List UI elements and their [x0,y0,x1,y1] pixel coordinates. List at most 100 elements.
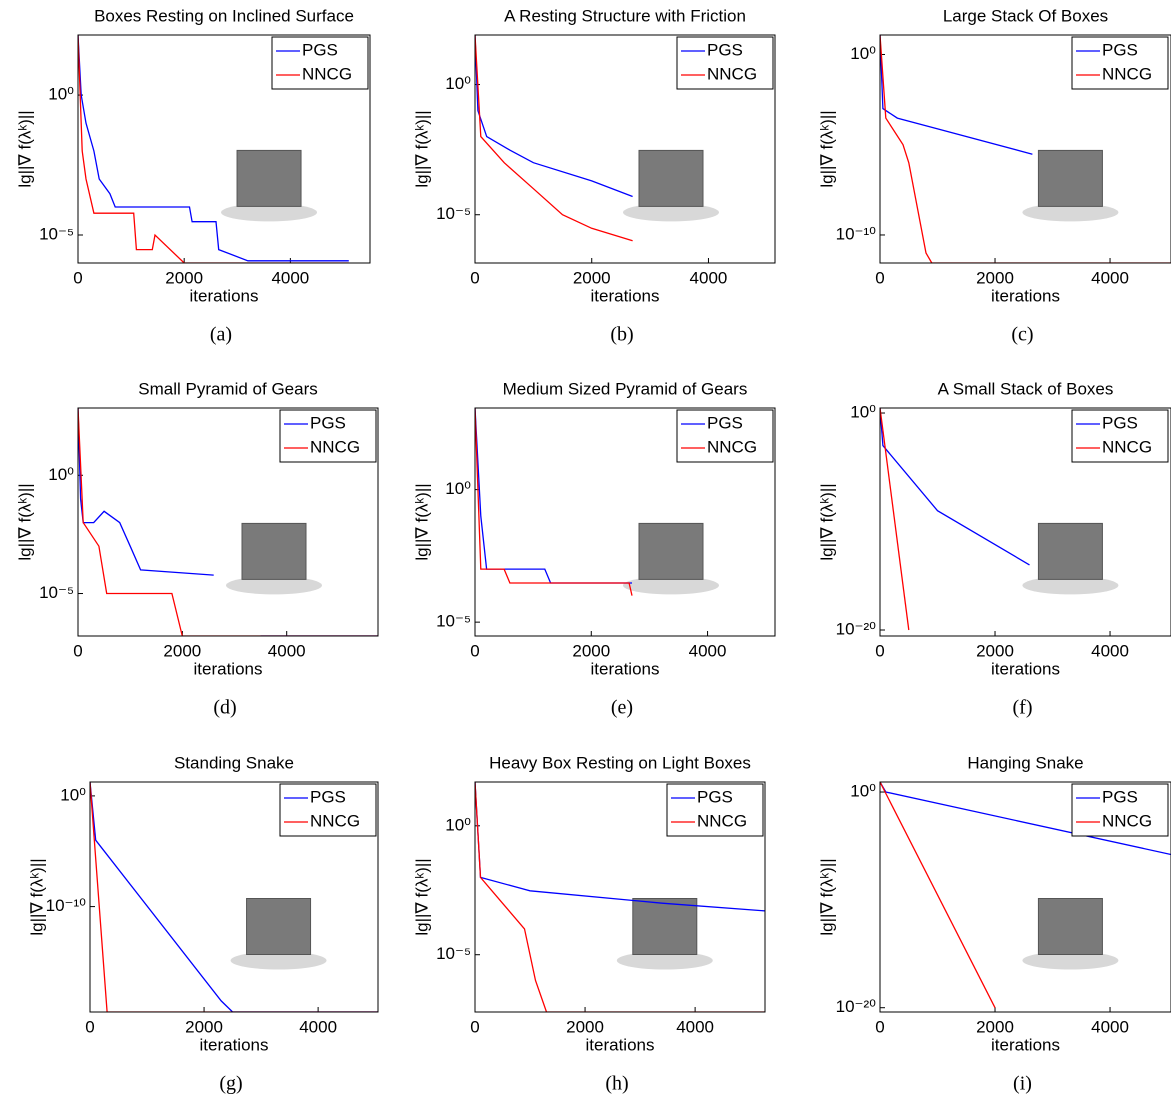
subplot: Large Stack Of Boxes iterations lg||∇ f(λᵏ… [817,6,1171,346]
axes-frame [77,407,379,637]
inset-shadow [623,203,719,222]
inset-shadow [1022,203,1119,222]
subplot: Medium Sized Pyramid of Gears iterations l… [412,379,776,719]
y-tick-label: 10⁰ [445,479,471,498]
x-tick-label: 0 [875,268,884,287]
x-tick-label: 0 [875,1017,884,1036]
legend-label: PGS [1102,40,1138,59]
legend-label: PGS [310,787,346,806]
x-tick-label: 2000 [976,1017,1014,1036]
x-tick-label: 4000 [1091,641,1129,660]
legend-box [271,36,369,90]
axes-frame [879,781,1171,1013]
x-axis-label: iterations [991,1035,1060,1054]
legend-label: NNCG [707,437,757,456]
x-tick-label: 0 [85,1017,94,1036]
x-tick-label: 4000 [268,641,306,660]
caption: (i) [1013,1073,1032,1095]
x-tick-label: 2000 [163,641,201,660]
caption: (d) [213,697,236,719]
y-axis-label: lg||∇ f(λᵏ)|| [412,483,431,560]
x-axis-label: iterations [190,286,259,305]
caption: (f) [1013,697,1033,719]
legend-label: PGS [707,40,743,59]
inset-shadow [1022,576,1119,595]
caption: (a) [210,324,232,346]
y-tick-label: 10⁻⁵ [39,583,74,602]
legend-label: PGS [310,413,346,432]
x-tick-label: 2000 [165,268,203,287]
inset-object [1037,522,1103,580]
inset-shadow [623,576,719,595]
y-tick-label: 10⁰ [445,74,471,93]
legend-label: NNCG [302,64,352,83]
subplot: A Resting Structure with Friction iterati… [412,6,776,346]
y-tick-label: 10⁻⁵ [436,944,471,963]
chart-title: Large Stack Of Boxes [943,6,1108,25]
inset-shadow [1022,951,1119,970]
x-tick-label: 2000 [976,268,1014,287]
legend-label: PGS [697,787,733,806]
legend-box [1071,36,1169,90]
x-tick-label: 4000 [690,268,728,287]
chart-title: A Resting Structure with Friction [504,6,746,25]
caption: (b) [610,324,633,346]
series-line [90,782,378,1012]
x-tick-label: 2000 [566,1017,604,1036]
inset-shadow [230,951,327,970]
series-line [880,35,1171,263]
y-axis-label: lg||∇ f(λᵏ)|| [27,858,46,935]
y-tick-label: 10⁻²⁰ [836,619,877,638]
chart-title: Boxes Resting on Inclined Surface [94,6,354,25]
series-line [880,782,996,1008]
y-tick-label: 10⁻⁵ [436,612,471,631]
x-tick-label: 0 [470,268,479,287]
y-axis-label: lg||∇ f(λᵏ)|| [817,110,836,187]
subplot: Boxes Resting on Inclined Surface iterati… [15,6,371,346]
axes-frame [879,407,1171,637]
inset-object [638,522,704,580]
caption: (e) [611,697,633,719]
y-tick-label: 10⁻⁵ [39,224,74,243]
x-tick-label: 0 [875,641,884,660]
x-axis-label: iterations [194,659,263,678]
y-axis-label: lg||∇ f(λᵏ)|| [15,110,34,187]
legend-box [676,36,774,90]
legend-box [279,409,377,463]
chart-title: A Small Stack of Boxes [938,379,1114,398]
subplot: Small Pyramid of Gears iterations lg||∇ f(… [15,379,379,719]
caption: (h) [605,1073,628,1095]
inset-object [1037,898,1103,955]
y-tick-label: 10⁰ [850,782,876,801]
x-axis-label: iterations [991,286,1060,305]
chart-title: Hanging Snake [967,753,1083,772]
series-line [90,782,378,1012]
legend-box [1071,783,1169,837]
x-tick-label: 4000 [676,1017,714,1036]
y-tick-label: 10⁰ [48,85,74,104]
legend-label: NNCG [707,64,757,83]
inset-shadow [226,576,322,595]
legend-label: NNCG [697,811,747,830]
legend-label: PGS [1102,413,1138,432]
axes-frame [89,781,379,1013]
y-tick-label: 10⁻¹⁰ [836,224,877,243]
x-tick-label: 0 [470,641,479,660]
legend-label: NNCG [1102,64,1152,83]
x-axis-label: iterations [591,286,660,305]
legend-label: PGS [1102,787,1138,806]
axes-frame [879,34,1171,264]
x-tick-label: 4000 [1091,268,1129,287]
x-tick-label: 0 [73,268,82,287]
x-tick-label: 4000 [689,641,727,660]
y-axis-label: lg||∇ f(λᵏ)|| [412,110,431,187]
chart-title: Medium Sized Pyramid of Gears [503,379,748,398]
series-line [78,35,349,263]
x-tick-label: 2000 [185,1017,223,1036]
x-tick-label: 2000 [976,641,1014,660]
y-axis-label: lg||∇ f(λᵏ)|| [817,858,836,935]
y-tick-label: 10⁰ [445,815,471,834]
x-tick-label: 2000 [573,268,611,287]
x-axis-label: iterations [200,1035,269,1054]
